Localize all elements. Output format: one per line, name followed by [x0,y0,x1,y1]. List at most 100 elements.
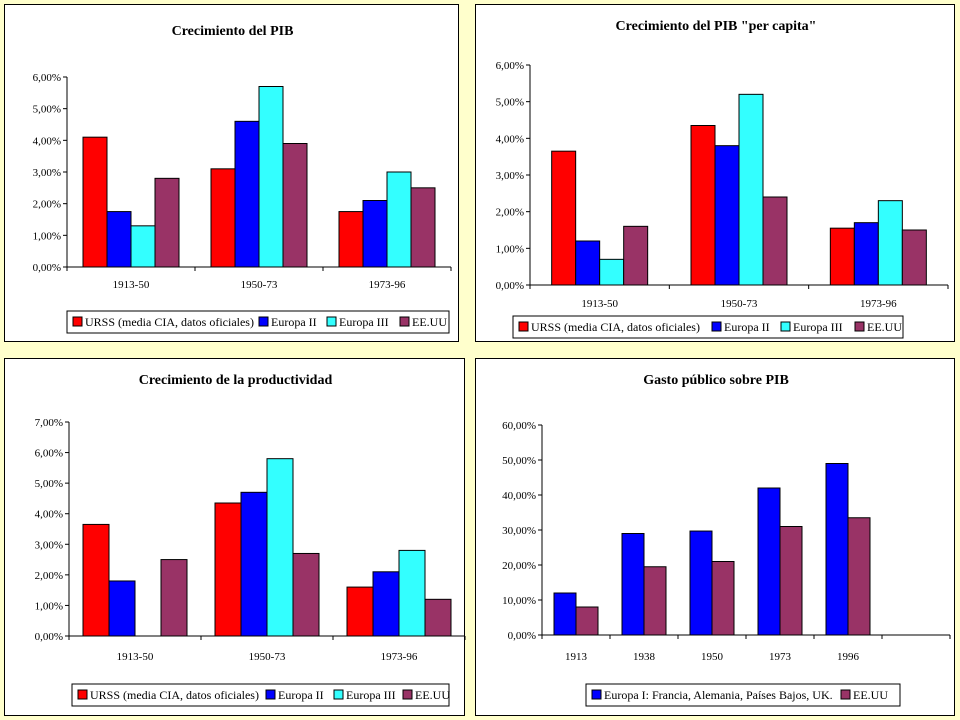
x-tick-label: 1973-96 [369,279,406,291]
legend-label: Europa III [793,320,843,334]
bar [82,523,110,637]
bar [234,120,260,268]
bar [82,136,108,268]
bar [877,200,903,286]
legend-box [66,310,450,334]
legend-label: Europa III [339,315,389,329]
chart-panel-productividad: Crecimiento de la productividad 0,00% 1,00… [4,358,466,716]
y-tick-label: 7,00% [35,417,63,429]
chart-svg: Crecimiento del PIB "per capita" 0,00% 1,0… [496,19,949,339]
bar [575,606,599,636]
y-tick-label: 4,00% [496,133,524,145]
legend-label: Europa III [346,688,396,702]
legend-label: EE.UU [867,320,902,334]
chart-panel-gasto-publico: Gasto público sobre PIB 0,00% 10,00% 20,00%… [475,358,955,716]
legend-swatch [518,321,529,332]
legend: URSS (media CIA, datos oficiales) Europa … [66,310,450,334]
x-tick-label: 1913 [565,651,588,663]
legend-label: Europa I: Francia, Alemania, Países Bajo… [604,688,833,702]
legend-label: URSS (media CIA, datos oficiales) [90,688,259,702]
legend-swatch [265,689,276,700]
x-tick-label: 1950-73 [721,298,758,310]
bar [424,598,452,637]
y-tick-label: 1,00% [35,600,63,612]
x-tick-label: 1938 [633,651,656,663]
bar [829,227,855,286]
y-tick-label: 2,00% [35,570,63,582]
bar [825,463,849,636]
bar [258,86,284,268]
x-tick-label: 1913-50 [117,651,154,663]
chart-panel-pib-per-capita: Crecimiento del PIB "per capita" 0,00% 1,0… [475,4,955,342]
x-tick-label: 1973 [769,651,792,663]
y-tick-label: 3,00% [496,170,524,182]
bar [386,171,412,268]
legend-swatch [591,689,602,700]
y-tick-label: 6,00% [33,72,61,84]
x-tick-label: 1973-96 [381,651,418,663]
y-tick-label: 0,00% [35,631,63,643]
y-tick-label: 20,00% [502,560,536,572]
y-tick-label: 1,00% [496,243,524,255]
bar [690,125,716,286]
chart-title: Crecimiento de la productividad [139,373,333,388]
bar [160,559,188,637]
legend-swatch [333,689,344,700]
bar [714,145,740,286]
bar [623,225,649,286]
bar [282,143,308,268]
bar [214,502,242,637]
x-tick-label: 1973-96 [860,298,897,310]
bar [779,526,803,636]
y-tick-label: 6,00% [496,60,524,72]
legend-swatch [840,689,851,700]
bar [410,187,436,268]
legend-label: URSS (media CIA, datos oficiales) [531,320,700,334]
bar [338,211,364,268]
y-tick-label: 3,00% [35,539,63,551]
legend-swatch [77,689,88,700]
legend-label: Europa II [278,688,324,702]
bar [599,258,625,286]
y-tick-label: 1,00% [33,230,61,242]
y-tick-label: 0,00% [508,630,536,642]
bar [106,211,132,268]
x-tick-label: 1950 [701,651,724,663]
y-tick-label: 2,00% [33,199,61,211]
x-tick-label: 1950-73 [241,279,278,291]
bar [346,586,374,637]
bar [621,533,645,636]
bar [553,592,577,636]
legend-swatch [258,316,269,327]
bar [292,552,320,637]
bar [362,200,388,268]
legend-label: Europa II [724,320,770,334]
legend-label: EE.UU [412,315,447,329]
legend-swatch [72,316,83,327]
chart-svg: Crecimiento de la productividad 0,00% 1,00… [35,373,466,707]
bar [154,177,180,268]
legend-swatch [402,689,413,700]
y-tick-label: 40,00% [502,490,536,502]
y-tick-label: 30,00% [502,525,536,537]
legend-label: EE.UU [415,688,450,702]
legend-box [512,315,904,339]
legend: Europa I: Francia, Alemania, Países Bajo… [585,683,901,707]
bar [240,491,268,637]
chart-svg: Crecimiento del PIB 0,00% 1,00% 2,00% 3,00% 4… [33,24,452,334]
legend-box [585,683,901,707]
y-tick-label: 10,00% [502,595,536,607]
bar [643,566,667,636]
legend-swatch [711,321,722,332]
bar [901,229,927,286]
y-tick-label: 3,00% [33,167,61,179]
y-tick-label: 2,00% [496,207,524,219]
y-tick-label: 4,00% [33,135,61,147]
legend: URSS (media CIA, datos oficiales) Europa … [512,315,904,339]
chart-title: Crecimiento del PIB "per capita" [616,19,817,34]
y-tick-label: 4,00% [35,509,63,521]
chart-svg: Gasto público sobre PIB 0,00% 10,00% 20,00%… [502,373,951,707]
bar [689,530,713,636]
bar [108,580,136,637]
bar [266,458,294,637]
